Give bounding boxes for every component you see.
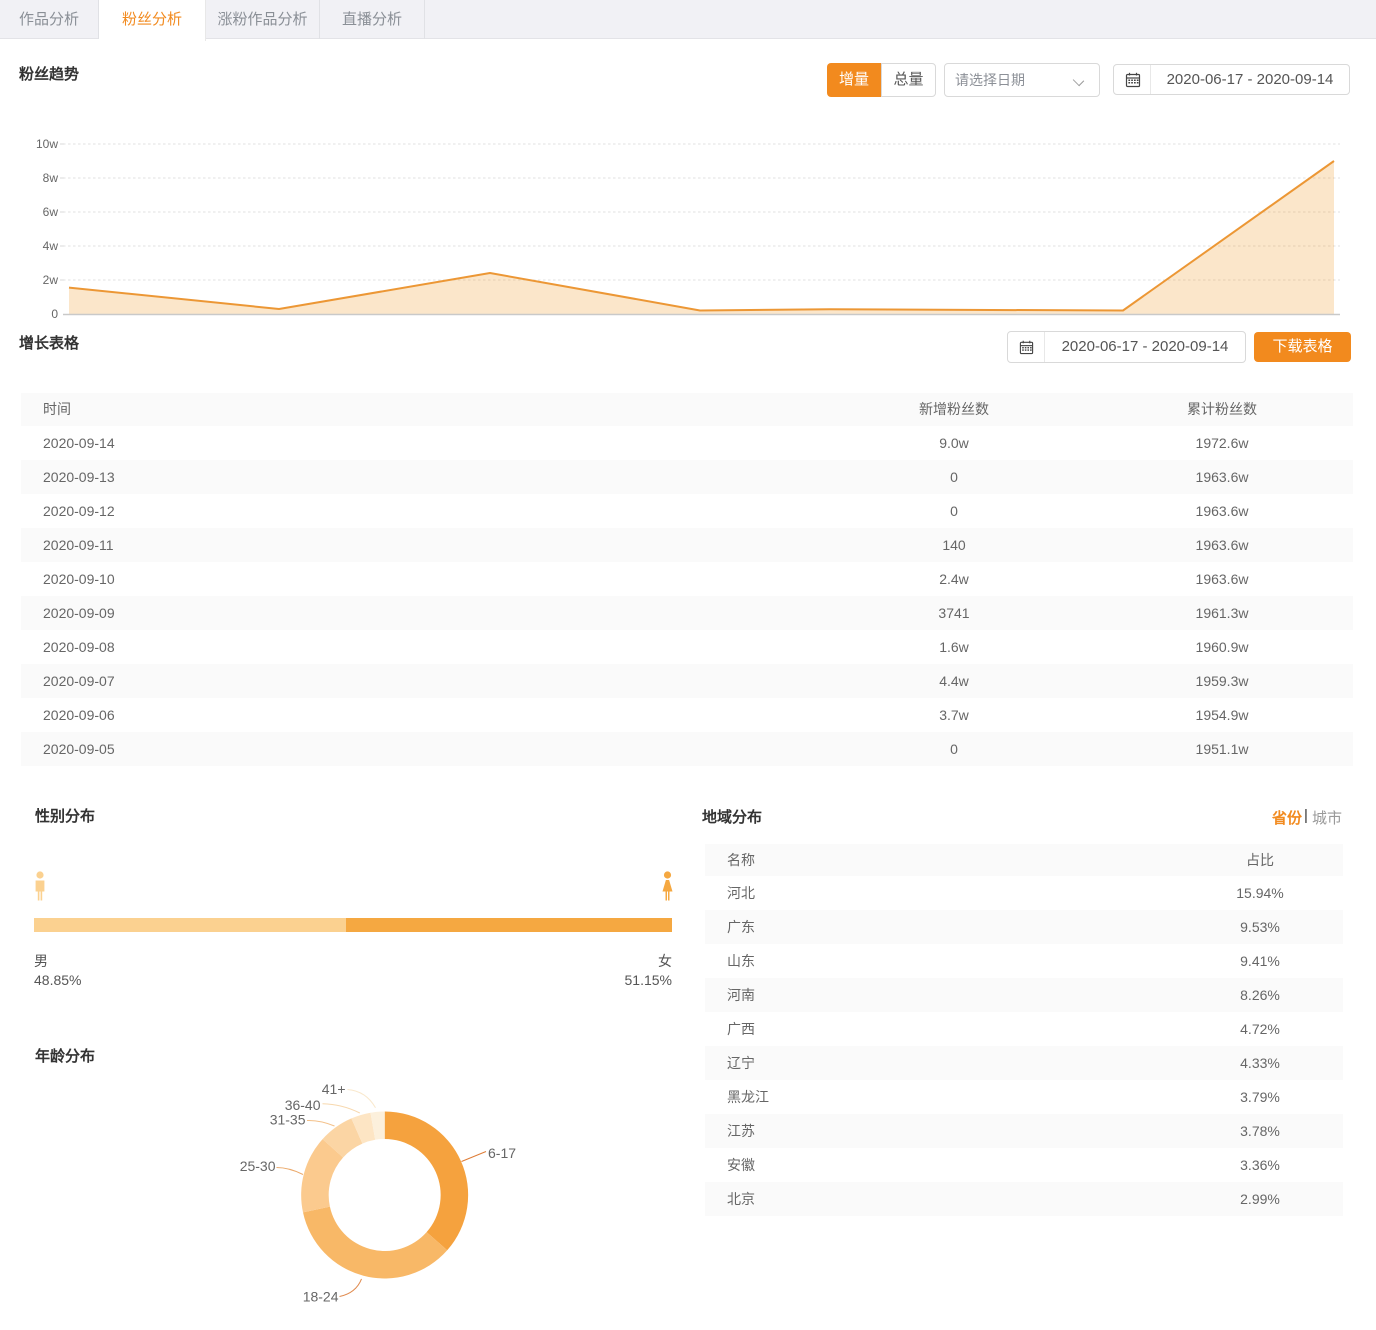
svg-text:41+: 41+ xyxy=(322,1081,346,1097)
svg-text:4w: 4w xyxy=(43,239,59,253)
svg-text:25-30: 25-30 xyxy=(240,1158,276,1174)
svg-text:2w: 2w xyxy=(43,273,59,287)
svg-text:0: 0 xyxy=(51,307,58,321)
svg-text:10w: 10w xyxy=(36,137,58,151)
svg-text:6-17: 6-17 xyxy=(488,1145,516,1161)
svg-text:36-40: 36-40 xyxy=(285,1097,321,1113)
svg-text:8w: 8w xyxy=(43,171,59,185)
svg-text:6w: 6w xyxy=(43,205,59,219)
svg-text:18-24: 18-24 xyxy=(303,1289,339,1305)
svg-text:31-35: 31-35 xyxy=(270,1112,306,1128)
